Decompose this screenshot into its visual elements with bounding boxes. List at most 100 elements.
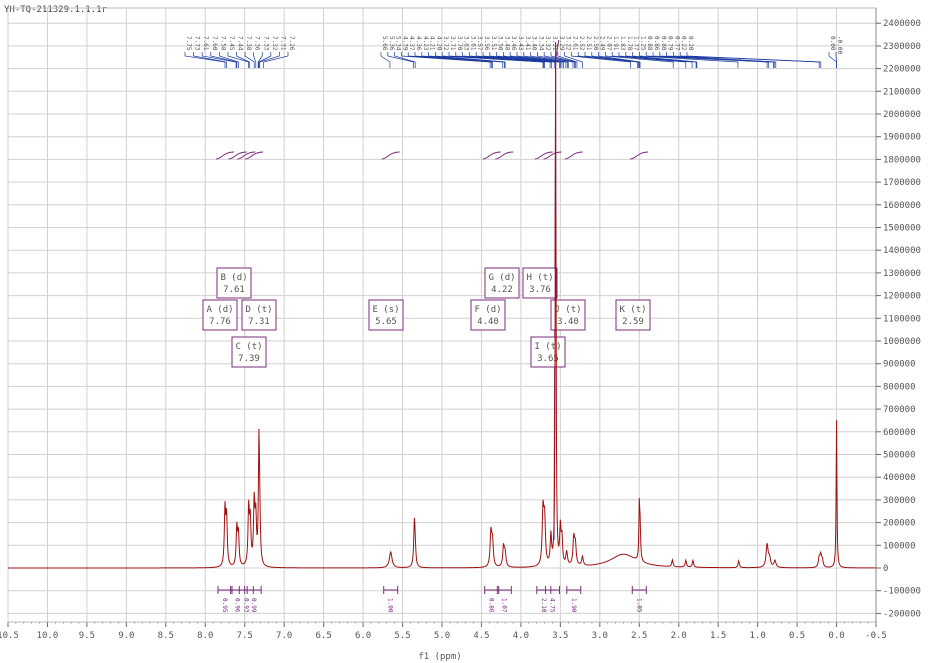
integral-value: 1.90 <box>570 598 577 613</box>
integral-curves <box>215 39 649 541</box>
multiplet-label: D (t) <box>245 305 272 315</box>
peak-connector <box>387 52 414 68</box>
peak-label: 5.34 <box>395 36 402 51</box>
peak-label: 0.86 <box>653 36 660 51</box>
peak-connector <box>259 52 280 68</box>
peak-label: 2.49 <box>599 36 606 51</box>
multiplet-box <box>530 336 566 368</box>
x-tick-label: 0.0 <box>828 631 844 641</box>
peak-label: 2.51 <box>585 36 592 51</box>
peak-label: 4.36 <box>415 36 422 51</box>
peak-label: 7.44 <box>237 36 244 51</box>
peak-label: 3.32 <box>544 36 551 51</box>
peak-label: 4.21 <box>429 36 436 51</box>
integral-value: 0.99 <box>250 598 257 613</box>
multiplet-box <box>241 299 277 331</box>
peak-connector <box>530 52 569 68</box>
peak-label: 2.61 <box>571 36 578 51</box>
y-tick-label: 2300000 <box>883 42 921 52</box>
peak-connector <box>550 52 576 68</box>
x-tick-label: 6.0 <box>355 631 371 641</box>
multiplet-label: E (s) <box>372 305 399 315</box>
peak-label: 7.26 <box>288 36 295 51</box>
peak-connector <box>469 52 553 68</box>
y-tick-label: 200000 <box>883 519 916 529</box>
peak-label: 7.75 <box>185 36 192 51</box>
peak-connector <box>509 52 564 68</box>
peak-connector <box>257 52 263 68</box>
x-tick-label: 5.0 <box>434 631 450 641</box>
x-tick-label: 9.5 <box>79 631 95 641</box>
x-tick-label: 8.5 <box>158 631 174 641</box>
x-tick-label: 5.5 <box>394 631 410 641</box>
peak-connector <box>414 52 493 68</box>
multiplet-shift: 7.76 <box>209 317 231 327</box>
peak-connector <box>201 52 237 68</box>
peak-label: 1.91 <box>612 36 619 51</box>
integral-curve <box>534 151 553 160</box>
y-tick-label: 400000 <box>883 473 916 483</box>
integral-value: 2.10 <box>540 598 547 613</box>
multiplet-box <box>484 267 520 299</box>
x-tick-label: 2.0 <box>671 631 687 641</box>
multiplet-label: G (d) <box>488 273 515 283</box>
peak-label: 0.80 <box>660 36 667 51</box>
multiplet-box <box>216 267 252 299</box>
peak-connector <box>591 52 640 68</box>
y-tick-label: 1800000 <box>883 155 921 165</box>
peak-label: 3.61 <box>469 36 476 51</box>
peak-label: 1.83 <box>619 36 626 51</box>
peak-connector <box>227 52 250 68</box>
peak-label: 7.31 <box>279 36 286 51</box>
x-tick-label: 3.5 <box>552 631 568 641</box>
peak-label: 3.31 <box>551 36 558 51</box>
integral-value: 0.93 <box>242 598 249 613</box>
integral-value: 1.05 <box>635 598 642 613</box>
peak-connector <box>828 52 837 68</box>
peak-connector <box>673 52 777 68</box>
peak-connector <box>218 52 239 68</box>
peak-label: 7.36 <box>254 36 261 51</box>
peak-label: 7.60 <box>211 36 218 51</box>
y-tick-label: 800000 <box>883 382 916 392</box>
peak-label: 0.79 <box>667 36 674 51</box>
peak-connector <box>611 52 687 68</box>
x-tick-label: 7.5 <box>237 631 253 641</box>
peak-label: 3.40 <box>531 36 538 51</box>
peak-label: 4.20 <box>435 36 442 51</box>
spectrum-line <box>8 42 876 569</box>
multiplet-shift: 2.59 <box>622 317 644 327</box>
peak-label: 0.20 <box>687 36 694 51</box>
peak-label: 0.88 <box>646 36 653 51</box>
peak-connector <box>577 52 639 68</box>
peak-label: 0.00 <box>829 36 836 51</box>
peak-connector <box>394 52 416 68</box>
integral-value: 0.96 <box>234 598 241 613</box>
x-tick-label: 10.5 <box>0 631 19 641</box>
integral-curve <box>381 151 400 160</box>
multiplet-shift: 4.40 <box>477 317 499 327</box>
peak-label: 3.70 <box>456 36 463 51</box>
y-tick-label: 1100000 <box>883 314 921 324</box>
peak-label: 3.72 <box>442 36 449 51</box>
peak-connector <box>244 52 255 68</box>
x-tick-label: 4.5 <box>473 631 489 641</box>
peak-connector <box>258 52 272 68</box>
x-tick-label: 7.0 <box>276 631 292 641</box>
x-tick-label: 8.0 <box>197 631 213 641</box>
y-tick-label: 2400000 <box>883 19 921 29</box>
integral-value: 0.86 <box>488 598 495 613</box>
integral-curve <box>630 151 649 160</box>
peak-connector <box>489 52 560 68</box>
multiplet-shift: 4.22 <box>491 285 513 295</box>
x-tick-label: 3.0 <box>592 631 608 641</box>
multiplet-box <box>522 267 558 299</box>
peak-connector <box>253 52 257 68</box>
peak-label: 3.57 <box>476 36 483 51</box>
peak-connector <box>571 52 631 68</box>
peak-label: 1.78 <box>626 36 633 51</box>
peak-connector <box>632 52 698 68</box>
peak-connector <box>193 52 227 68</box>
y-axis: -200000 -100000 0 100000 200000 300000 400000 5… <box>875 8 921 622</box>
